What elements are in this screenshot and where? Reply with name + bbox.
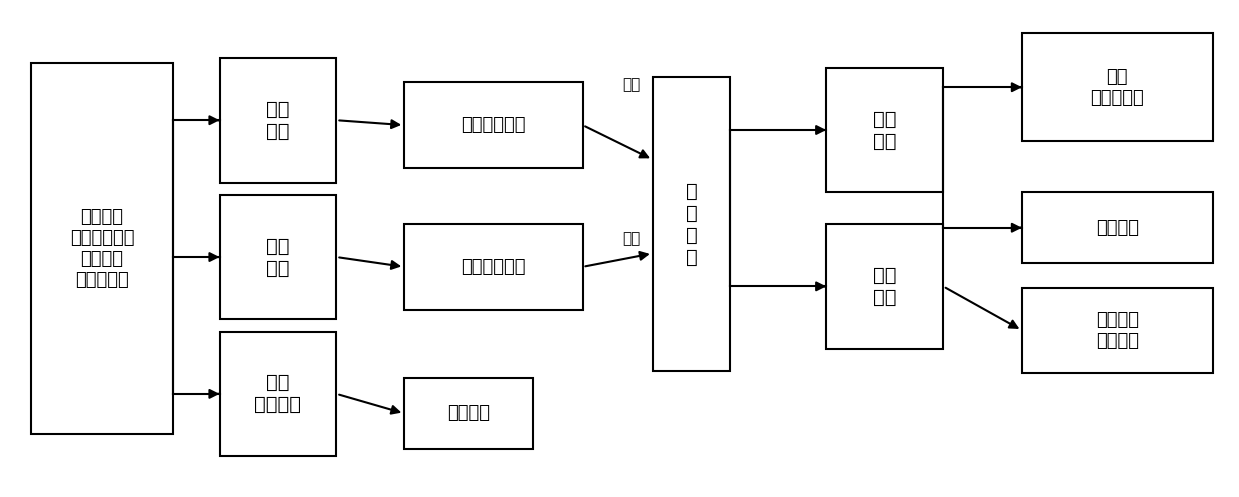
Text: 输出总数: 输出总数 (1095, 219, 1139, 237)
FancyBboxPatch shape (826, 224, 943, 349)
FancyBboxPatch shape (219, 58, 337, 182)
Text: 显示分割
后二值图: 显示分割 后二值图 (1095, 311, 1139, 350)
Text: 基于安卓
的类圆颗粒物
计数系统
（主界面）: 基于安卓 的类圆颗粒物 计数系统 （主界面） (69, 208, 134, 289)
FancyBboxPatch shape (31, 63, 172, 434)
FancyBboxPatch shape (1022, 33, 1213, 141)
FancyBboxPatch shape (653, 78, 730, 371)
FancyBboxPatch shape (404, 378, 533, 449)
FancyBboxPatch shape (1022, 288, 1213, 373)
Text: 点击
分割: 点击 分割 (873, 266, 897, 307)
FancyBboxPatch shape (404, 83, 582, 168)
FancyBboxPatch shape (1022, 192, 1213, 263)
FancyBboxPatch shape (219, 331, 337, 456)
Text: 点击
图库: 点击 图库 (266, 237, 290, 277)
Text: 拍照摄取图片: 拍照摄取图片 (461, 116, 525, 134)
FancyBboxPatch shape (826, 68, 943, 192)
Text: 显示
检测结果图: 显示 检测结果图 (1090, 68, 1144, 107)
FancyBboxPatch shape (404, 224, 582, 310)
Text: 点击
退出系统: 点击 退出系统 (254, 373, 301, 414)
Text: 获取本地图片: 获取本地图片 (461, 258, 525, 276)
Text: 点击
拍照: 点击 拍照 (266, 100, 290, 141)
Text: 计
数
界
面: 计 数 界 面 (685, 181, 698, 266)
Text: 退出系统: 退出系统 (447, 405, 491, 422)
FancyBboxPatch shape (219, 195, 337, 320)
Text: 显示: 显示 (623, 78, 641, 92)
Text: 显示: 显示 (623, 231, 641, 246)
Text: 点击
计数: 点击 计数 (873, 109, 897, 151)
